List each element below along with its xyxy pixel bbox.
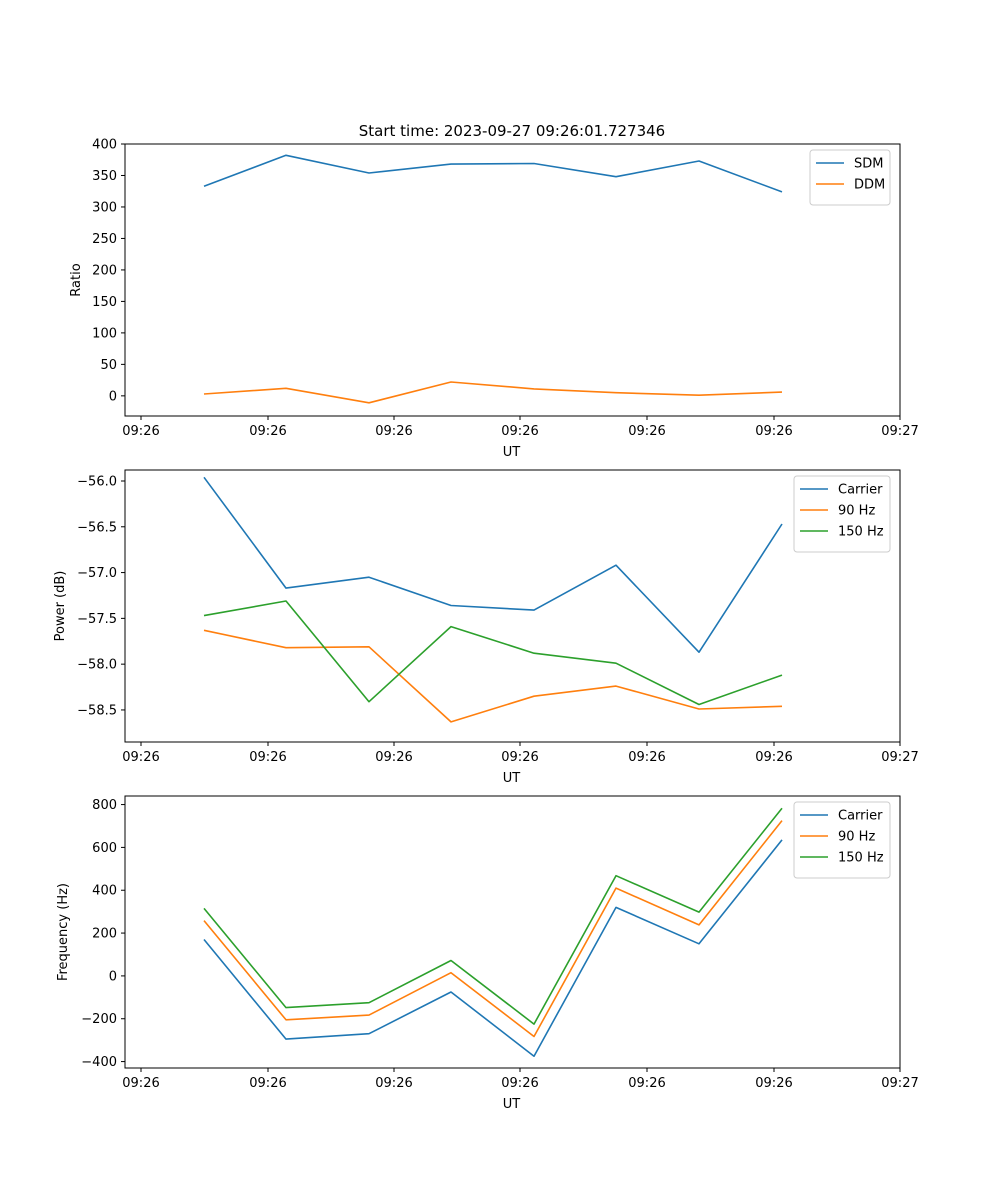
chart-panel-2: 09:26 09:26 09:26 09:26 09:26 09:26 09:27 −56.0… [53, 470, 919, 786]
x-tick-label: 09:26 [375, 1076, 412, 1091]
legend-label: 90 Hz [838, 830, 875, 845]
series-line-150-hz [204, 808, 782, 1024]
legend-label: SDM [854, 157, 883, 172]
legend: SDM DDM [810, 150, 890, 205]
figure-title: Start time: 2023-09-27 09:26:01.727346 [359, 122, 665, 140]
x-tick-label: 09:26 [628, 750, 665, 765]
chart-panel-1: 09:26 09:26 09:26 09:26 09:26 09:26 09:27 0 50 10… [69, 138, 919, 461]
x-tick-label: 09:26 [249, 424, 286, 439]
y-tick-label: 400 [92, 138, 117, 153]
x-tick-label: 09:26 [375, 750, 412, 765]
x-tick-label: 09:26 [501, 750, 538, 765]
y-axis-label: Frequency (Hz) [56, 883, 71, 981]
x-tick-label: 09:26 [122, 750, 159, 765]
x-tick-label: 09:26 [628, 1076, 665, 1091]
y-tick-label: −57.0 [77, 566, 117, 581]
y-tick-label: 50 [100, 358, 117, 373]
y-tick-label: 350 [92, 169, 117, 184]
x-axis-label: UT [503, 771, 521, 786]
y-tick-label: 0 [109, 969, 117, 984]
axes-frame [125, 796, 900, 1068]
x-tick-label: 09:26 [755, 424, 792, 439]
legend-label: Carrier [838, 483, 883, 498]
x-axis-label: UT [503, 1097, 521, 1112]
series-line-carrier [204, 477, 782, 652]
y-tick-label: −57.5 [77, 612, 117, 627]
axes-frame [125, 144, 900, 416]
series-line-sdm [204, 155, 782, 192]
x-tick-label: 09:26 [122, 1076, 159, 1091]
legend: Carrier 90 Hz 150 Hz [794, 802, 890, 878]
y-tick-label: 600 [92, 841, 117, 856]
legend: Carrier 90 Hz 150 Hz [794, 476, 890, 552]
y-tick-label: −58.0 [77, 658, 117, 673]
y-tick-label: −58.5 [77, 703, 117, 718]
x-tick-label: 09:26 [375, 424, 412, 439]
y-tick-label: −56.5 [77, 520, 117, 535]
figure: Start time: 2023-09-27 09:26:01.727346 0… [0, 0, 1000, 1200]
y-tick-label: 300 [92, 200, 117, 215]
y-tick-label: 150 [92, 295, 117, 310]
y-tick-label: 200 [92, 263, 117, 278]
x-tick-label: 09:26 [122, 424, 159, 439]
series-line-carrier [204, 840, 782, 1056]
y-tick-label: −200 [81, 1012, 117, 1027]
y-axis-label: Ratio [69, 263, 84, 296]
series-line-150-hz [204, 601, 782, 705]
x-tick-label: 09:27 [881, 1076, 918, 1091]
x-tick-label: 09:26 [501, 1076, 538, 1091]
x-tick-label: 09:27 [881, 424, 918, 439]
y-tick-label: 0 [109, 389, 117, 404]
y-tick-label: 100 [92, 326, 117, 341]
x-tick-label: 09:26 [755, 1076, 792, 1091]
x-axis-label: UT [503, 445, 521, 460]
y-tick-label: 400 [92, 884, 117, 899]
axes-frame [125, 470, 900, 742]
legend-label: 150 Hz [838, 851, 884, 866]
x-tick-label: 09:27 [881, 750, 918, 765]
y-tick-label: −400 [81, 1055, 117, 1070]
x-tick-label: 09:26 [249, 1076, 286, 1091]
y-axis-label: Power (dB) [53, 571, 68, 642]
x-tick-label: 09:26 [628, 424, 665, 439]
legend-label: DDM [854, 178, 885, 193]
y-tick-label: 800 [92, 798, 117, 813]
series-line-90-hz [204, 630, 782, 722]
series-line-90-hz [204, 821, 782, 1037]
legend-label: 150 Hz [838, 525, 884, 540]
x-tick-label: 09:26 [249, 750, 286, 765]
x-tick-label: 09:26 [501, 424, 538, 439]
legend-label: Carrier [838, 809, 883, 824]
y-tick-label: −56.0 [77, 474, 117, 489]
chart-panel-3: 09:26 09:26 09:26 09:26 09:26 09:26 09:27 −400 −… [56, 796, 919, 1112]
series-line-ddm [204, 382, 782, 403]
y-tick-label: 250 [92, 232, 117, 247]
x-tick-label: 09:26 [755, 750, 792, 765]
y-tick-label: 200 [92, 927, 117, 942]
legend-label: 90 Hz [838, 504, 875, 519]
